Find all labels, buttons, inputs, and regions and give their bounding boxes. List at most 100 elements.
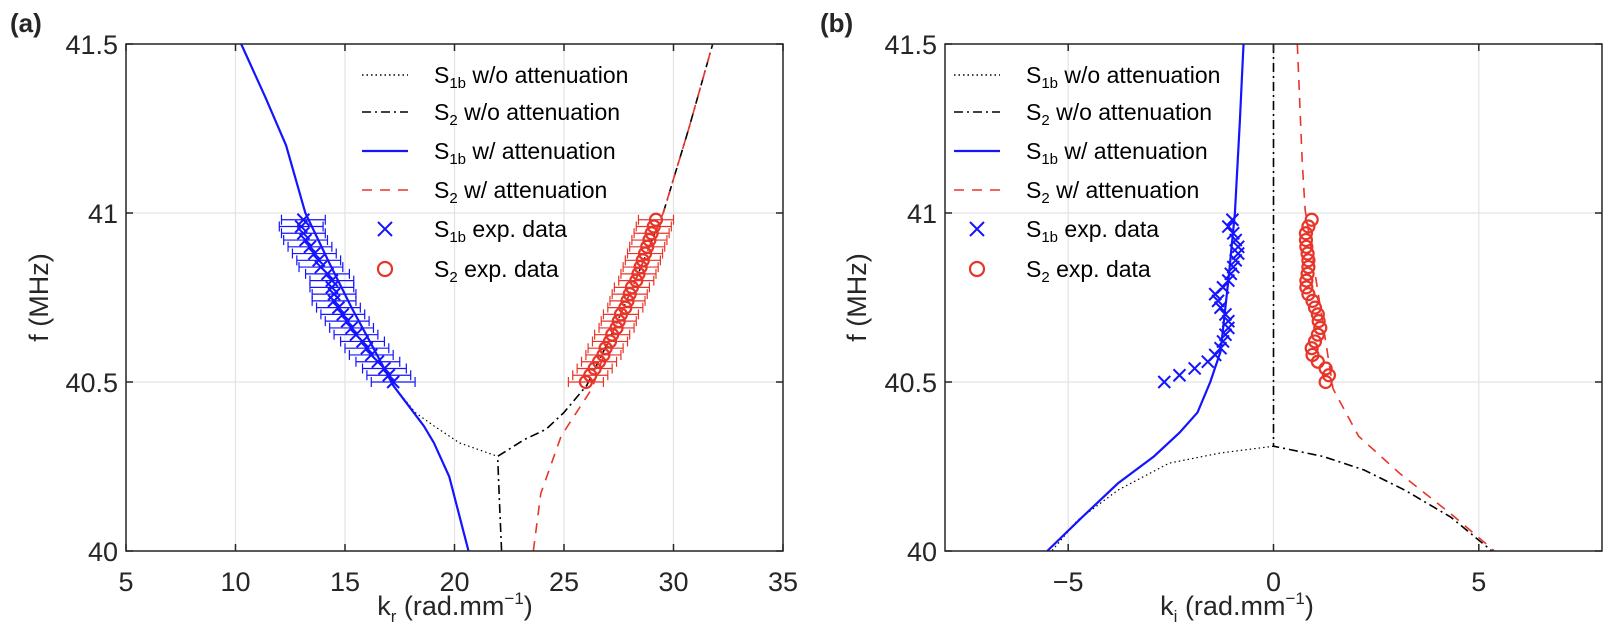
error-bar: [620, 268, 657, 279]
data-point-circle: [1311, 314, 1326, 329]
data-point-x: [1157, 375, 1171, 389]
y-axis-label: f (MHz): [842, 253, 872, 341]
legend-label: S1b w/ attenuation: [1026, 138, 1208, 168]
data-point-circle: [1301, 253, 1316, 268]
data-point-circle: [640, 239, 655, 254]
data-point-circle: [1299, 273, 1314, 288]
legend-marker-x: [969, 221, 985, 237]
error-bar: [587, 343, 624, 354]
data-point-circle: [1321, 368, 1337, 383]
x-tick-label: 10: [220, 567, 250, 597]
legend-label-rest: w/o attenuation: [1058, 62, 1220, 88]
data-point-circle: [611, 314, 626, 329]
x-axis-label-sub: r: [391, 607, 397, 626]
data-point-x: [1226, 226, 1240, 240]
data-point-circle: [1313, 320, 1328, 336]
legend-label-sub: 2: [449, 112, 457, 129]
data-point-x: [1218, 307, 1233, 322]
legend-marker-x: [377, 221, 393, 237]
legend-label-rest: exp. data: [466, 216, 567, 242]
series-line: [532, 44, 714, 551]
data-point-circle: [622, 287, 637, 302]
data-point-circle: [635, 253, 650, 268]
x-tick-label: 5: [118, 567, 133, 597]
plot-area: [240, 44, 714, 551]
data-point-x: [382, 368, 396, 382]
data-point-x: [340, 314, 354, 328]
data-point-circle: [1318, 374, 1333, 390]
series-line: [1296, 44, 1495, 551]
x-axis-label-rest: (rad.mm: [396, 591, 504, 621]
legend-label-main: S: [1026, 138, 1041, 164]
data-point-circle: [602, 334, 618, 349]
legend-label: S1b exp. data: [1026, 216, 1159, 246]
data-point-circle: [642, 232, 657, 248]
x-axis-label-end: ): [1305, 591, 1314, 621]
y-tick-label: 40: [907, 537, 937, 567]
y-tick-label: 41: [907, 199, 937, 229]
legend-label: S2 exp. data: [434, 256, 559, 286]
legend-label-rest: exp. data: [458, 256, 559, 282]
data-point-circle: [596, 347, 611, 363]
legend-label: S2 w/ attenuation: [1026, 177, 1199, 207]
error-bar: [602, 309, 640, 320]
x-axis-label-rest: (rad.mm: [1177, 591, 1285, 621]
data-point-circle: [1301, 219, 1316, 234]
legend-label-main: S: [1026, 62, 1041, 88]
data-point-circle: [1304, 341, 1319, 356]
legend-label-sub: 2: [1041, 269, 1049, 286]
legend-label: S2 exp. data: [1026, 256, 1151, 286]
error-bar: [637, 214, 675, 225]
legend-label: S1b w/o attenuation: [434, 62, 628, 92]
legend-label-sub: 2: [449, 190, 457, 207]
legend-label-sub: 1b: [449, 75, 466, 92]
legend-label-main: S: [1026, 177, 1041, 203]
legend-label: S1b w/ attenuation: [434, 138, 616, 168]
legend-label-rest: w/ attenuation: [466, 138, 616, 164]
data-point-x: [303, 240, 317, 254]
error-bar: [607, 302, 644, 313]
data-point-x: [386, 375, 400, 389]
y-tick-label: 41.5: [65, 30, 118, 60]
data-point-circle: [1300, 246, 1315, 261]
plot-area: [1046, 44, 1495, 551]
data-point-circle: [1299, 239, 1314, 254]
data-point-circle: [1304, 212, 1319, 227]
error-bar: [609, 295, 646, 306]
legend-label-main: S: [434, 62, 449, 88]
data-point-circle: [1310, 307, 1325, 322]
error-bar: [629, 241, 666, 252]
data-point-circle: [1307, 334, 1323, 349]
error-bar: [572, 370, 609, 381]
series-line: [1046, 44, 1245, 551]
data-point-x: [1225, 213, 1240, 227]
legend-label-main: S: [1026, 216, 1041, 242]
y-tick-label: 40.5: [884, 368, 937, 398]
x-tick-label: 0: [1266, 567, 1281, 597]
x-axis-label: kr (rad.mm−1): [377, 589, 533, 626]
error-bar: [611, 289, 648, 300]
x-tick-label: 35: [768, 567, 798, 597]
legend-label-rest: w/o attenuation: [466, 62, 628, 88]
error-bar: [622, 262, 659, 273]
error-bar: [635, 221, 672, 232]
legend-label-sub: 1b: [1041, 75, 1058, 92]
data-point-x: [1221, 219, 1236, 234]
legend-label-main: S: [1026, 256, 1041, 282]
error-bar: [567, 377, 605, 387]
legend-label-rest: w/o attenuation: [1050, 99, 1212, 125]
legend-label-rest: exp. data: [1058, 216, 1159, 242]
x-tick-label: 20: [439, 567, 469, 597]
data-point-circle: [618, 300, 633, 315]
x-tick-label: 5: [1471, 567, 1486, 597]
legend-label: S1b exp. data: [434, 216, 567, 246]
legend-label-rest: w/ attenuation: [1050, 177, 1200, 203]
error-bar: [633, 228, 670, 239]
legend-label-rest: exp. data: [1050, 256, 1151, 282]
data-point-x: [307, 246, 322, 261]
data-point-x: [1172, 368, 1187, 382]
legend-label-rest: w/o attenuation: [458, 99, 620, 125]
data-point-circle: [637, 246, 653, 261]
